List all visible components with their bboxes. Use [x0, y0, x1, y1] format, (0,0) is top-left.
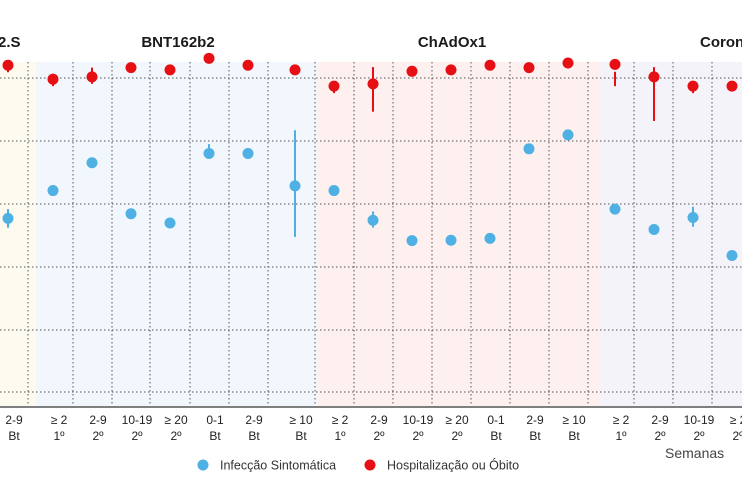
x-tick-sublabel: Bt	[568, 429, 580, 443]
legend-marker-infeccao	[197, 459, 209, 471]
x-tick-label: 2-9	[89, 413, 107, 427]
legend: Infecção Sintomática Hospitalização ou Ó…	[197, 458, 519, 473]
point-infeccao	[2, 212, 14, 224]
x-tick-sublabel: 1º	[53, 429, 65, 443]
legend-label-hospitalizacao: Hospitalização ou Óbito	[387, 458, 519, 473]
point-hospitalizacao	[648, 71, 660, 83]
x-tick-label: ≥ 20	[445, 413, 469, 427]
grid-lines	[0, 62, 742, 408]
panel-titles: 2.S BNT162b2 ChAdOx1 Coron	[0, 34, 742, 51]
x-tick-sublabel: Bt	[529, 429, 541, 443]
panel-background	[599, 62, 742, 406]
point-hospitalizacao	[125, 62, 137, 74]
point-hospitalizacao	[328, 80, 340, 92]
point-infeccao	[47, 185, 59, 197]
point-hospitalizacao	[484, 59, 496, 71]
point-infeccao	[289, 180, 301, 192]
x-tick-sublabel: 1º	[615, 429, 627, 443]
point-hospitalizacao	[164, 64, 176, 76]
point-hospitalizacao	[406, 65, 418, 77]
x-tick-label: 2-9	[526, 413, 544, 427]
legend-marker-hospitalizacao	[364, 459, 376, 471]
x-tick-labels: 2-9 Bt ≥ 2 1º 2-9 2º 10-19 2º ≥ 20 2º 0-1 Bt 2-9 Bt ≥ …	[5, 413, 742, 443]
x-tick-sublabel: 2º	[732, 429, 742, 443]
x-tick-sublabel: Bt	[295, 429, 307, 443]
point-hospitalizacao	[726, 80, 738, 92]
x-tick-label: ≥ 2	[613, 413, 630, 427]
x-tick-sublabel: 2º	[412, 429, 424, 443]
panel-title: 2.S	[0, 34, 21, 51]
x-tick-label: ≥ 2	[730, 413, 742, 427]
point-hospitalizacao	[687, 80, 699, 92]
panel-background	[36, 62, 317, 406]
x-tick-label: 10-19	[403, 413, 434, 427]
point-hospitalizacao	[47, 73, 59, 85]
panel-title: ChAdOx1	[418, 34, 486, 51]
panel-title: BNT162b2	[141, 34, 214, 51]
x-axis-label: Semanas	[665, 445, 724, 461]
point-hospitalizacao	[562, 57, 574, 69]
point-hospitalizacao	[86, 71, 98, 83]
x-tick-label: 10-19	[122, 413, 153, 427]
x-tick-label: 0-1	[487, 413, 505, 427]
x-tick-label: 2-9	[245, 413, 263, 427]
panel-backgrounds	[0, 62, 742, 406]
x-tick-sublabel: Bt	[8, 429, 20, 443]
point-infeccao	[203, 147, 215, 159]
x-tick-label: 0-1	[206, 413, 224, 427]
x-tick-sublabel: 2º	[131, 429, 143, 443]
point-infeccao	[164, 217, 176, 229]
point-hospitalizacao	[445, 64, 457, 76]
point-infeccao	[125, 208, 137, 220]
x-tick-label: ≥ 10	[289, 413, 313, 427]
x-tick-sublabel: Bt	[209, 429, 221, 443]
point-infeccao	[367, 214, 379, 226]
x-tick-sublabel: 2º	[654, 429, 666, 443]
point-infeccao	[406, 235, 418, 247]
x-tick-sublabel: 2º	[693, 429, 705, 443]
x-tick-label: 2-9	[651, 413, 669, 427]
point-hospitalizacao	[242, 59, 254, 71]
x-tick-sublabel: 2º	[170, 429, 182, 443]
x-tick-label: ≥ 10	[562, 413, 586, 427]
point-infeccao	[562, 129, 574, 141]
x-tick-label: ≥ 2	[332, 413, 349, 427]
point-infeccao	[609, 203, 621, 215]
point-infeccao	[726, 250, 738, 262]
point-infeccao	[242, 147, 254, 159]
legend-label-infeccao: Infecção Sintomática	[220, 459, 336, 473]
point-infeccao	[484, 232, 496, 244]
x-tick-label: 2-9	[5, 413, 23, 427]
x-tick-sublabel: Bt	[248, 429, 260, 443]
point-hospitalizacao	[2, 59, 14, 71]
point-infeccao	[648, 224, 660, 236]
point-hospitalizacao	[289, 64, 301, 76]
x-tick-label: ≥ 20	[164, 413, 188, 427]
x-tick-label: ≥ 2	[51, 413, 68, 427]
point-infeccao	[328, 185, 340, 197]
x-tick-sublabel: Bt	[490, 429, 502, 443]
x-tick-sublabel: 2º	[451, 429, 463, 443]
panel-background	[317, 62, 599, 406]
panel-background	[0, 62, 36, 406]
point-infeccao	[687, 211, 699, 223]
point-hospitalizacao	[523, 62, 535, 74]
point-hospitalizacao	[367, 78, 379, 90]
panel-title: Coron	[700, 34, 742, 51]
x-tick-label: 10-19	[684, 413, 715, 427]
x-tick-sublabel: 2º	[92, 429, 104, 443]
x-tick-label: 2-9	[370, 413, 388, 427]
point-hospitalizacao	[203, 52, 215, 64]
point-infeccao	[86, 157, 98, 169]
point-infeccao	[523, 143, 535, 155]
point-infeccao	[445, 234, 457, 246]
x-tick-sublabel: 1º	[334, 429, 346, 443]
point-hospitalizacao	[609, 58, 621, 70]
data-points	[2, 52, 738, 262]
x-tick-sublabel: 2º	[373, 429, 385, 443]
